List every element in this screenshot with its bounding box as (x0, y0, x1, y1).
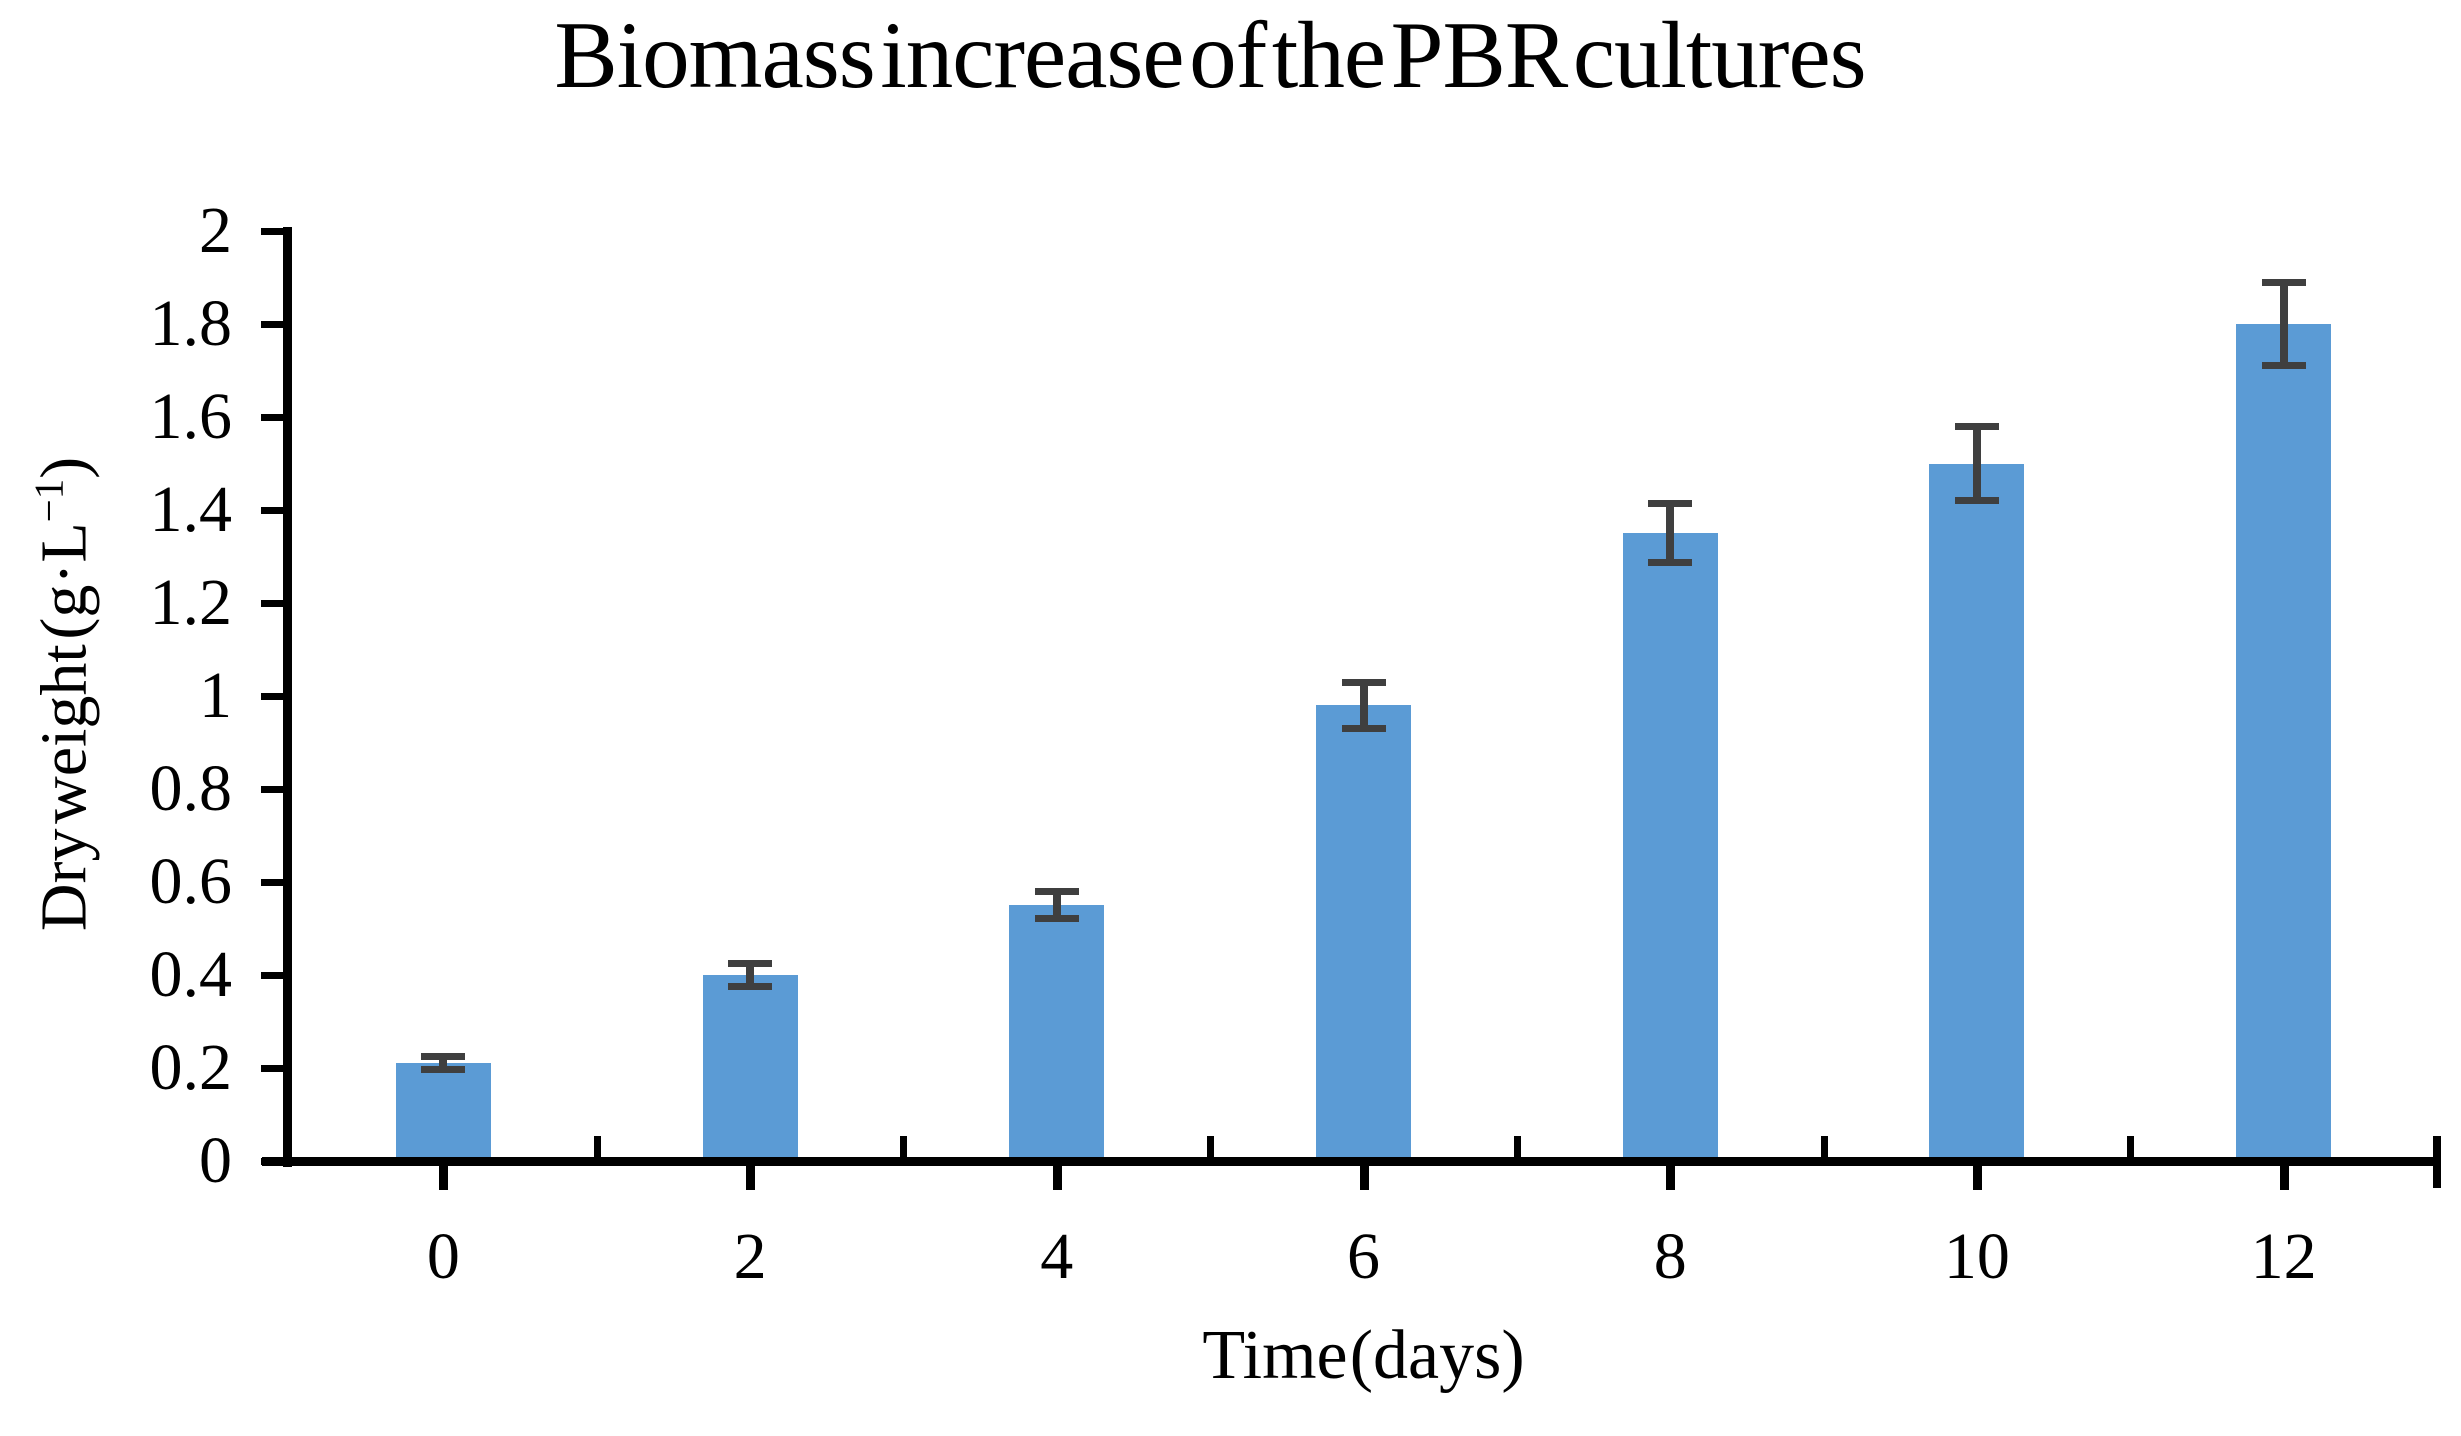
y-tick (261, 1065, 283, 1072)
x-tick-boundary (1820, 1136, 1828, 1157)
y-tick (261, 879, 283, 886)
bar (1009, 905, 1105, 1157)
x-tick-label: 0 (426, 1220, 460, 1293)
x-tick-label: 10 (1943, 1220, 2010, 1293)
error-bar-line (746, 963, 755, 987)
y-tick-label: 0.6 (149, 845, 233, 918)
x-tick-center (746, 1166, 756, 1190)
y-tick-label: 1 (199, 659, 232, 732)
y-axis-line (283, 227, 292, 1167)
error-bar-cap-top (728, 960, 773, 968)
bar (395, 1063, 491, 1157)
x-tick-center (1052, 1166, 1062, 1190)
error-bar-cap-bottom (421, 1066, 466, 1074)
error-bar-cap-bottom (728, 982, 773, 990)
error-bar-cap-bottom (1954, 496, 1999, 504)
x-tick-boundary (900, 1136, 908, 1157)
y-tick (261, 1158, 283, 1165)
x-axis-label: Time (days) (1202, 1317, 1525, 1394)
y-tick-label: 1.6 (149, 380, 233, 453)
y-tick (261, 972, 283, 979)
y-tick (261, 786, 283, 793)
x-tick-label: 2 (733, 1220, 767, 1293)
bar (702, 975, 798, 1157)
error-bar-cap-top (1954, 423, 1999, 431)
y-tick (261, 600, 283, 607)
error-bar-cap-top (1648, 500, 1693, 508)
error-bar-cap-bottom (1341, 724, 1386, 732)
y-tick (261, 321, 283, 328)
bar (1316, 705, 1411, 1157)
x-tick-boundary (593, 1136, 601, 1157)
y-tick-label: 1.4 (149, 473, 233, 546)
error-bar-cap-top (1341, 679, 1386, 687)
x-tick-label: 8 (1653, 1220, 1687, 1293)
y-tick-label: 1.2 (149, 566, 233, 639)
x-tick-center (1972, 1166, 1982, 1190)
error-bar-line (1052, 891, 1061, 920)
error-bar-line (439, 1056, 448, 1071)
chart-title: Biomass increase of the PBR cultures (554, 2, 1866, 108)
x-tick-boundary (1207, 1136, 1215, 1157)
bar (2236, 324, 2332, 1157)
error-bar-cap-top (2261, 279, 2306, 287)
y-tick-label: 0.2 (149, 1031, 233, 1104)
x-axis-end-tick (2433, 1136, 2441, 1188)
x-tick-boundary (2127, 1136, 2135, 1157)
y-tick-label: 0 (199, 1124, 232, 1197)
error-bar-line (1359, 682, 1368, 729)
y-tick (261, 507, 283, 514)
x-tick-boundary (1513, 1136, 1521, 1157)
y-tick (261, 228, 283, 235)
x-axis-line (262, 1157, 2441, 1166)
x-tick-label: 4 (1040, 1220, 1074, 1293)
error-bar-cap-top (1034, 888, 1079, 896)
x-tick-center (1666, 1166, 1676, 1190)
error-bar-line (1666, 503, 1675, 564)
error-bar-cap-bottom (2261, 361, 2306, 369)
error-bar-cap-bottom (1648, 559, 1693, 567)
y-tick-label: 1.8 (149, 287, 233, 360)
x-tick-label: 12 (2250, 1220, 2317, 1293)
bar (1622, 533, 1718, 1157)
error-bar-line (2279, 282, 2288, 366)
error-bar-line (1972, 426, 1981, 501)
bar (1929, 463, 2025, 1157)
y-tick-label: 0.4 (149, 938, 233, 1011)
x-tick-center (439, 1166, 449, 1190)
error-bar-cap-bottom (1034, 915, 1079, 923)
y-tick (261, 414, 283, 421)
y-tick-label: 0.8 (149, 752, 233, 825)
error-bar-cap-top (421, 1053, 466, 1061)
y-tick-label: 2 (199, 194, 232, 267)
y-tick (261, 693, 283, 700)
x-tick-label: 6 (1347, 1220, 1380, 1293)
x-tick-center (1359, 1166, 1369, 1190)
x-tick-center (2279, 1166, 2289, 1190)
